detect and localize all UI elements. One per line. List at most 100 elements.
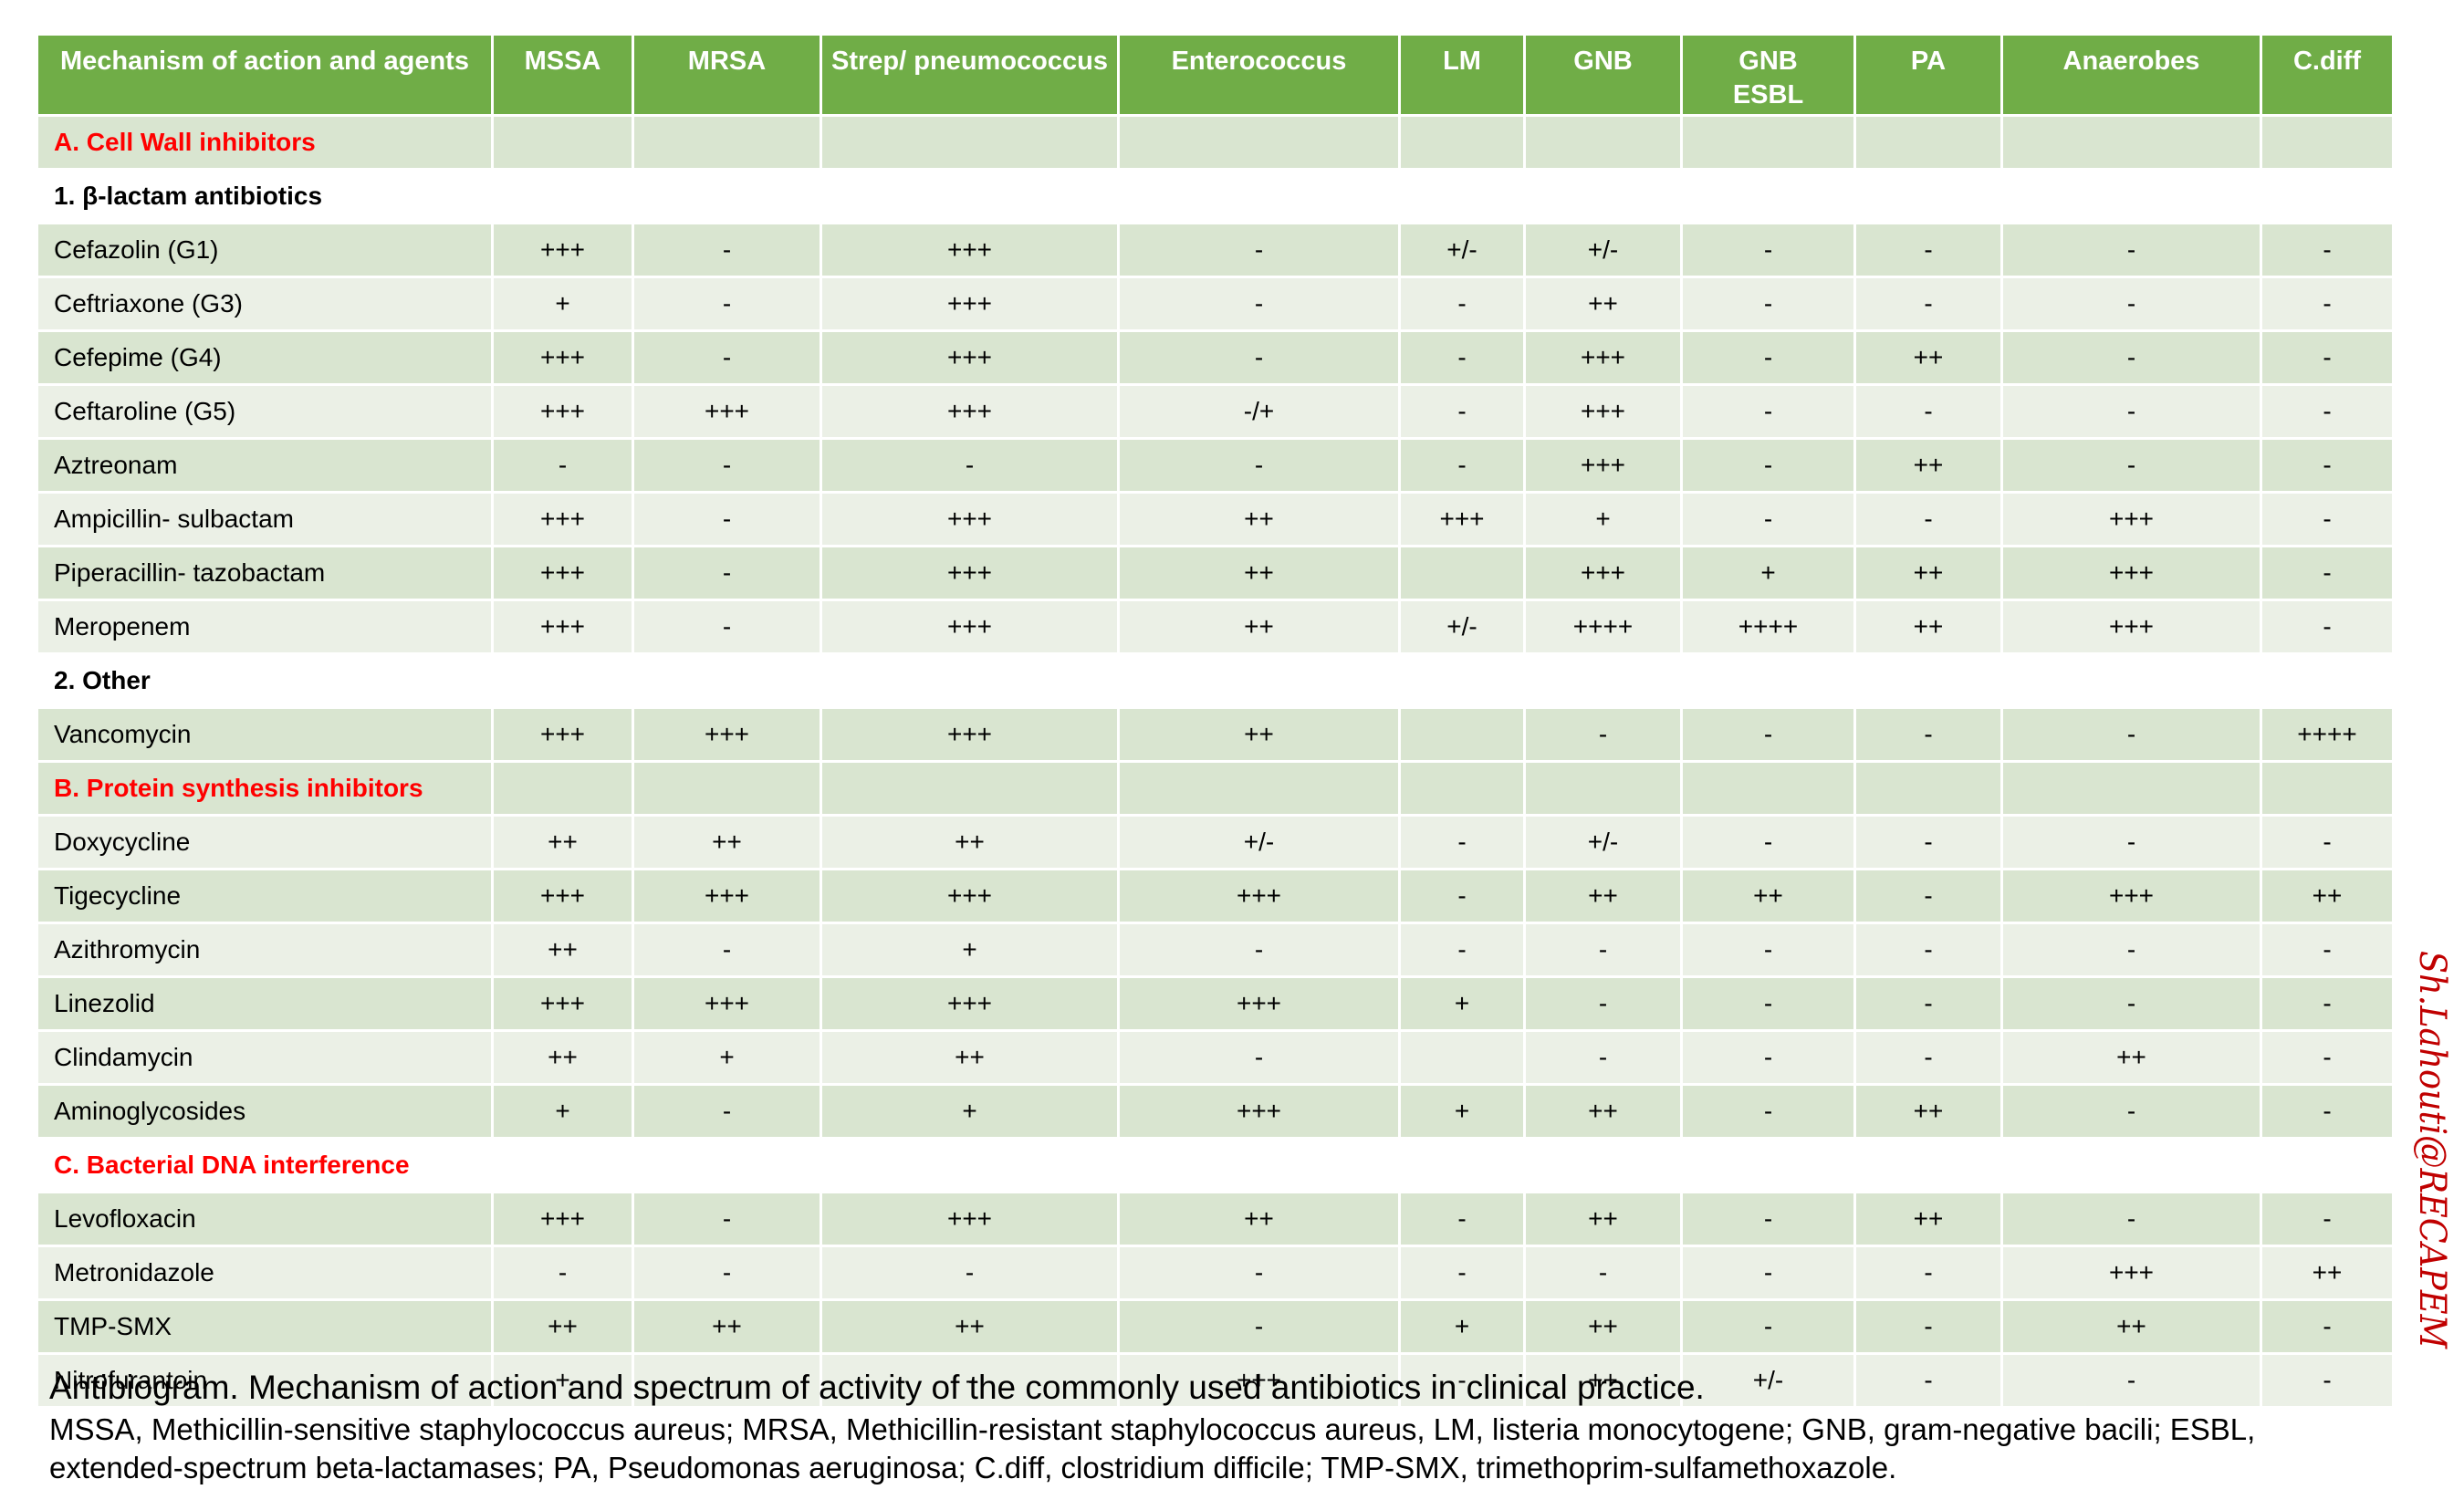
activity-cell-gnb: [1523, 760, 1683, 817]
activity-cell-lm: -: [1398, 814, 1526, 870]
activity-cell-mrsa: -: [632, 329, 822, 386]
table-row: Ceftriaxone (G3) + - +++ - - ++ - - - -: [36, 276, 2395, 332]
activity-cell-mssa: ++: [491, 922, 634, 978]
activity-cell-mssa: +: [491, 1352, 634, 1409]
activity-cell-mrsa: -: [632, 1083, 822, 1140]
column-header-lm: LM: [1398, 33, 1526, 117]
activity-cell-pa: -: [1853, 491, 2003, 547]
table-row: Meropenem +++ - +++ ++ +/- ++++ ++++ ++ +++ -: [36, 599, 2395, 655]
activity-cell-cdiff: -: [2260, 922, 2395, 978]
figure-caption: Antibiogram. Mechanism of action and spe…: [49, 1367, 2386, 1487]
activity-cell-strep: ++: [820, 1298, 1120, 1355]
activity-cell-pa: [1853, 168, 2003, 224]
table-row: Aminoglycosides + - + +++ + ++ - ++ - -: [36, 1083, 2395, 1140]
section-row: C. Bacterial DNA interference: [36, 1137, 2395, 1193]
drug-name-cell: Clindamycin: [36, 1029, 494, 1086]
activity-cell-lm: +/-: [1398, 599, 1526, 655]
activity-cell-gnb: -: [1523, 922, 1683, 978]
activity-cell-gnb-esbl: -: [1680, 1245, 1856, 1301]
activity-cell-mrsa: [632, 168, 822, 224]
activity-cell-gnb: +++: [1523, 545, 1683, 601]
drug-name-cell: Ceftriaxone (G3): [36, 276, 494, 332]
activity-cell-mrsa: -: [632, 491, 822, 547]
activity-cell-cdiff: -: [2260, 975, 2395, 1032]
activity-cell-gnb-esbl: [1680, 652, 1856, 709]
table-row: Piperacillin- tazobactam +++ - +++ ++ +++ + ++ +…: [36, 545, 2395, 601]
activity-cell-pa: -: [1853, 922, 2003, 978]
table-row: Cefepime (G4) +++ - +++ - - +++ - ++ - -: [36, 329, 2395, 386]
column-header-enterococcus: Enterococcus: [1117, 33, 1401, 117]
activity-cell-cdiff: -: [2260, 437, 2395, 494]
activity-cell-mssa: +++: [491, 222, 634, 278]
activity-cell-gnb-esbl: [1680, 168, 1856, 224]
section-row: B. Protein synthesis inhibitors: [36, 760, 2395, 817]
activity-cell-pa: -: [1853, 814, 2003, 870]
activity-cell-gnb-esbl: -: [1680, 383, 1856, 440]
activity-cell-gnb: -: [1523, 975, 1683, 1032]
activity-cell-cdiff: -: [2260, 814, 2395, 870]
activity-cell-mssa: +++: [491, 706, 634, 763]
activity-cell-mrsa: ++: [632, 1298, 822, 1355]
activity-cell-gnb-esbl: [1680, 1137, 1856, 1193]
activity-cell-anaerobes: ++: [2000, 1298, 2262, 1355]
activity-cell-cdiff: -: [2260, 545, 2395, 601]
activity-cell-enterococcus: -: [1117, 1029, 1401, 1086]
activity-cell-gnb: [1523, 1137, 1683, 1193]
signature-graphic: Sh.Lahouti@RECAPEM: [2411, 951, 2453, 1349]
activity-cell-cdiff: [2260, 114, 2395, 171]
drug-name-cell: Doxycycline: [36, 814, 494, 870]
section-label: C. Bacterial DNA interference: [36, 1137, 494, 1193]
activity-cell-enterococcus: ++: [1117, 545, 1401, 601]
activity-cell-enterococcus: +++: [1117, 868, 1401, 924]
activity-cell-mrsa: -: [632, 545, 822, 601]
activity-cell-mrsa: -: [632, 276, 822, 332]
activity-cell-anaerobes: [2000, 168, 2262, 224]
activity-cell-gnb: +++: [1523, 437, 1683, 494]
activity-cell-strep: +++: [820, 868, 1120, 924]
activity-cell-gnb-esbl: -: [1680, 814, 1856, 870]
activity-cell-strep: [820, 1137, 1120, 1193]
activity-cell-mrsa: -: [632, 437, 822, 494]
activity-cell-mssa: -: [491, 1245, 634, 1301]
activity-cell-gnb: [1523, 652, 1683, 709]
activity-cell-strep: +: [820, 1083, 1120, 1140]
activity-cell-gnb: +/-: [1523, 222, 1683, 278]
activity-cell-pa: [1853, 652, 2003, 709]
table-row: Linezolid +++ +++ +++ +++ + - - - - -: [36, 975, 2395, 1032]
activity-cell-enterococcus: -: [1117, 922, 1401, 978]
activity-cell-pa: ++: [1853, 599, 2003, 655]
activity-cell-anaerobes: -: [2000, 222, 2262, 278]
activity-cell-enterococcus: +++: [1117, 975, 1401, 1032]
activity-cell-strep: [820, 168, 1120, 224]
activity-cell-cdiff: -: [2260, 329, 2395, 386]
activity-cell-gnb-esbl: -: [1680, 222, 1856, 278]
activity-cell-strep: +++: [820, 383, 1120, 440]
activity-cell-anaerobes: +++: [2000, 1245, 2262, 1301]
activity-cell-cdiff: [2260, 760, 2395, 817]
activity-cell-anaerobes: +++: [2000, 545, 2262, 601]
activity-cell-gnb: ++: [1523, 1191, 1683, 1247]
activity-cell-gnb-esbl: -: [1680, 491, 1856, 547]
activity-cell-strep: +++: [820, 222, 1120, 278]
activity-cell-gnb-esbl: -: [1680, 922, 1856, 978]
activity-cell-gnb: [1523, 168, 1683, 224]
caption-title: Antibiogram. Mechanism of action and spe…: [49, 1369, 1705, 1406]
activity-cell-pa: -: [1853, 868, 2003, 924]
activity-cell-enterococcus: -: [1117, 1298, 1401, 1355]
activity-cell-mssa: ++: [491, 1029, 634, 1086]
activity-cell-cdiff: ++: [2260, 1245, 2395, 1301]
activity-cell-lm: -: [1398, 868, 1526, 924]
activity-cell-anaerobes: -: [2000, 1083, 2262, 1140]
activity-cell-lm: -: [1398, 437, 1526, 494]
activity-cell-anaerobes: -: [2000, 975, 2262, 1032]
activity-cell-gnb-esbl: ++: [1680, 868, 1856, 924]
activity-cell-pa: [1853, 760, 2003, 817]
drug-name-cell: Piperacillin- tazobactam: [36, 545, 494, 601]
activity-cell-strep: +++: [820, 329, 1120, 386]
activity-cell-lm: [1398, 1137, 1526, 1193]
activity-cell-strep: -: [820, 437, 1120, 494]
activity-cell-lm: [1398, 168, 1526, 224]
activity-cell-anaerobes: +++: [2000, 868, 2262, 924]
activity-cell-anaerobes: +++: [2000, 599, 2262, 655]
drug-name-cell: Aztreonam: [36, 437, 494, 494]
